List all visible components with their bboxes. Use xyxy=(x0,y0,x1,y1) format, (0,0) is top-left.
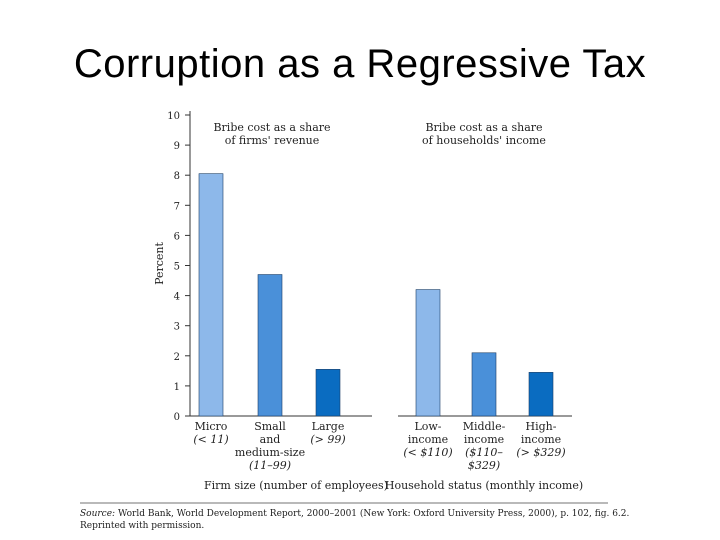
y-tick-label: 5 xyxy=(174,262,180,273)
y-tick-label: 4 xyxy=(174,292,180,303)
x-tick-sublabel: (> $329) xyxy=(516,446,565,459)
x-tick-sublabel: (> 99) xyxy=(310,433,345,446)
x-tick-label: Middle- xyxy=(463,420,506,433)
x-tick-label: income xyxy=(521,433,561,446)
source-text: World Bank, World Development Report, 20… xyxy=(80,509,630,531)
x-tick-sublabel: $329) xyxy=(468,459,500,472)
group-title: Bribe cost as a share xyxy=(425,121,542,134)
group-xlabel: Firm size (number of employees) xyxy=(204,479,388,492)
y-tick-label: 0 xyxy=(174,412,180,423)
x-tick-sublabel: (< 11) xyxy=(193,433,228,446)
y-tick-label: 3 xyxy=(174,322,180,333)
x-tick-label: Micro xyxy=(195,420,228,433)
y-tick-label: 1 xyxy=(174,382,180,393)
x-tick-label: medium-size xyxy=(235,446,305,459)
y-tick-label: 9 xyxy=(174,141,180,152)
slide-title: Corruption as a Regressive Tax xyxy=(73,42,647,86)
x-tick-label: High- xyxy=(526,420,557,433)
x-tick-label: Low- xyxy=(414,420,441,433)
x-tick-sublabel: ($110– xyxy=(465,446,503,459)
y-tick-label: 8 xyxy=(174,171,180,182)
bar xyxy=(415,289,441,417)
y-tick-label: 2 xyxy=(174,352,180,363)
group-title: of households' income xyxy=(422,134,546,147)
x-tick-sublabel: (11–99) xyxy=(249,459,291,472)
y-tick-label: 7 xyxy=(174,201,180,212)
group-title: of firms' revenue xyxy=(225,134,320,147)
x-tick-label: and xyxy=(260,433,281,446)
bar xyxy=(198,173,224,417)
group-title: Bribe cost as a share xyxy=(213,121,330,134)
source-label: Source: xyxy=(80,509,116,519)
x-tick-label: Small xyxy=(254,420,286,433)
x-tick-label: income xyxy=(408,433,448,446)
bar xyxy=(471,352,497,417)
source-note: Source: World Bank, World Development Re… xyxy=(80,508,640,532)
group-xlabel: Household status (monthly income) xyxy=(385,479,583,492)
bar xyxy=(528,372,554,417)
y-tick-label: 10 xyxy=(167,111,180,122)
y-tick-label: 6 xyxy=(174,231,180,242)
bar xyxy=(257,274,283,417)
x-tick-label: income xyxy=(464,433,504,446)
x-tick-label: Large xyxy=(312,420,345,433)
y-axis-label: Percent xyxy=(153,241,166,284)
chart-bars xyxy=(198,173,554,417)
bar xyxy=(315,369,341,417)
x-tick-sublabel: (< $110) xyxy=(403,446,452,459)
